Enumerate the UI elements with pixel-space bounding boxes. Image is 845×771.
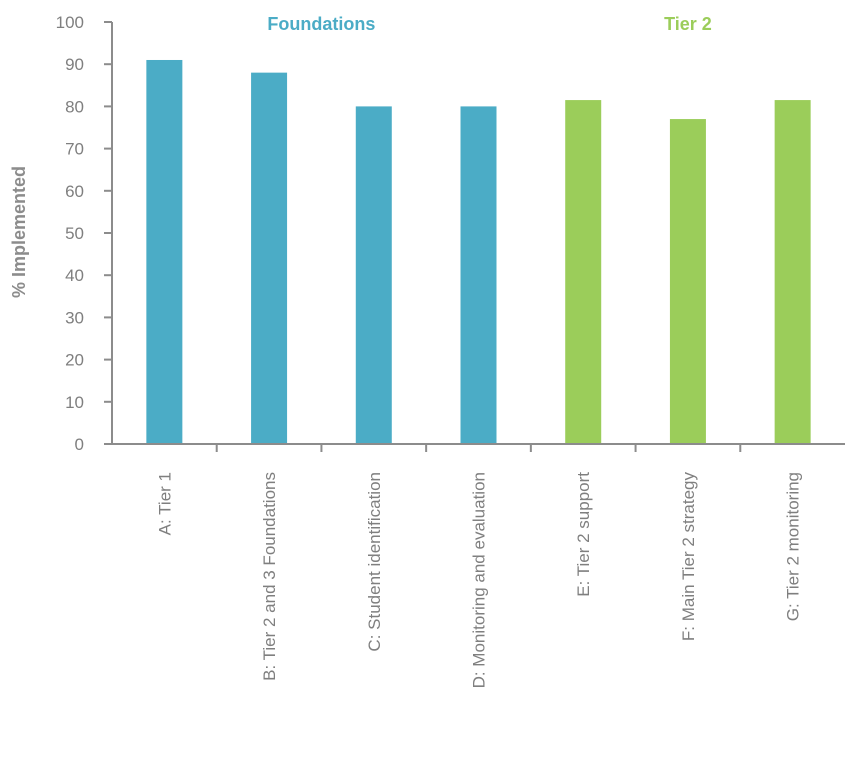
- bar: [355, 106, 392, 445]
- y-tick-label: 50: [65, 224, 84, 243]
- bar: [251, 72, 288, 444]
- y-tick-label: 10: [65, 393, 84, 412]
- x-tick-label: A: Tier 1: [155, 472, 174, 535]
- y-tick-label: 100: [56, 13, 84, 32]
- bars: [146, 59, 811, 445]
- x-tick-label: G: Tier 2 monitoring: [784, 472, 803, 621]
- x-tick-label: E: Tier 2 support: [574, 472, 593, 597]
- bar: [146, 59, 183, 444]
- x-tick-label: D: Monitoring and evaluation: [470, 472, 489, 688]
- group-label: Foundations: [267, 14, 375, 34]
- bar: [565, 100, 602, 444]
- y-tick-label: 0: [75, 435, 84, 454]
- y-tick-label: 70: [65, 140, 84, 159]
- group-labels: Foundations Tier 2: [267, 14, 711, 34]
- category-labels: A: Tier 1 B: Tier 2 and 3 Foundations C: S…: [155, 472, 802, 689]
- y-tick-label: 20: [65, 351, 84, 370]
- x-axis: [112, 443, 845, 452]
- y-axis-title: % Implemented: [9, 166, 29, 298]
- y-tick-label: 90: [65, 55, 84, 74]
- y-tick-label: 60: [65, 182, 84, 201]
- x-tick-label: B: Tier 2 and 3 Foundations: [260, 472, 279, 681]
- group-label: Tier 2: [664, 14, 712, 34]
- y-tick-label: 40: [65, 266, 84, 285]
- bar: [669, 119, 706, 444]
- x-tick-label: F: Main Tier 2 strategy: [679, 472, 698, 642]
- y-tick-label: 80: [65, 97, 84, 116]
- y-axis: 0 10 20 30 40 50 60 70 80 90 100: [56, 13, 113, 454]
- bar: [774, 100, 811, 444]
- y-tick-label: 30: [65, 308, 84, 327]
- x-tick-label: C: Student identification: [365, 472, 384, 652]
- bar: [460, 106, 497, 445]
